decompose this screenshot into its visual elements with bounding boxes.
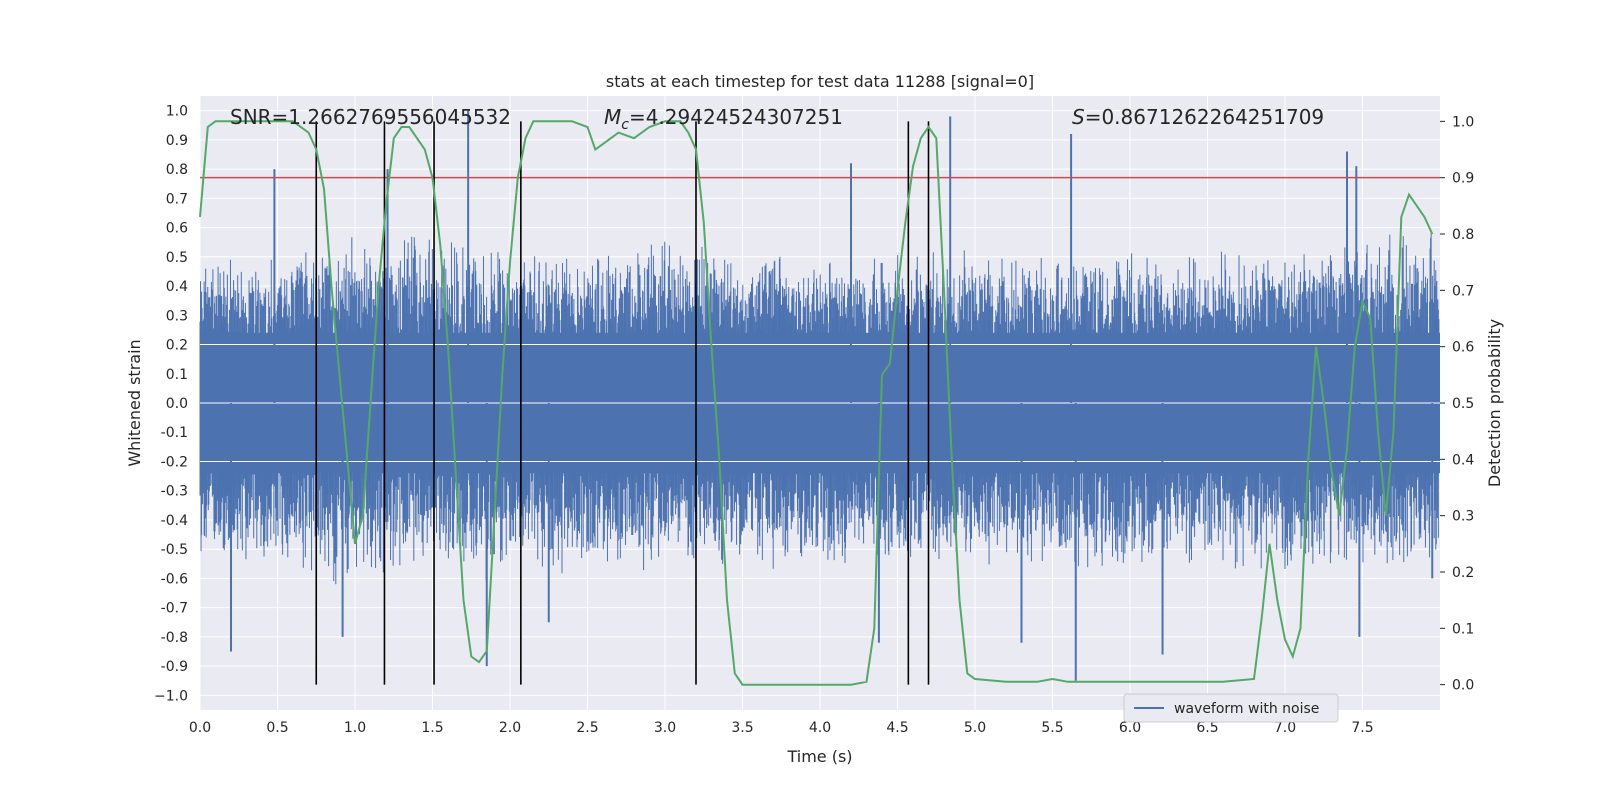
- x-tick-label-1: 0.5: [266, 720, 288, 736]
- y2-tick-label-9: 0.1: [1452, 621, 1474, 637]
- y-tick-label-6: 0.4: [166, 279, 188, 295]
- mc-symbol: M: [604, 105, 621, 129]
- s-value: =0.8671262264251709: [1085, 105, 1324, 129]
- probability-line: [199, 120, 1434, 686]
- y-tick-label-5: 0.5: [166, 250, 188, 266]
- x-tick-label-0: 0.0: [189, 720, 211, 736]
- y2-tick-label-3: 0.7: [1452, 283, 1474, 299]
- y-tick-label-19: -0.9: [161, 659, 188, 675]
- y2-tick-labels: 1.0 0.9 0.8 0.7 0.6 0.5 0.4 0.3 0.2 0.1 0.0: [1440, 114, 1474, 694]
- x-tick-label-10: 5.0: [964, 720, 986, 736]
- x-tick-label-13: 6.5: [1196, 720, 1218, 736]
- y2-tick-label-10: 0.0: [1452, 678, 1474, 694]
- x-tick-label-8: 4.0: [809, 720, 831, 736]
- legend-label-waveform: waveform with noise: [1174, 701, 1319, 717]
- y-tick-label-12: -0.2: [161, 454, 188, 470]
- y2-axis-label: Detection probability: [1485, 319, 1504, 487]
- x-tick-label-14: 7.0: [1274, 720, 1296, 736]
- probability-line-mark: [199, 120, 1434, 686]
- chart-title: stats at each timestep for test data 112…: [606, 72, 1034, 91]
- y2-tick-label-6: 0.4: [1452, 452, 1474, 468]
- x-tick-labels: 0.0 0.5 1.0 1.5 2.0 2.5 3.0 3.5 4.0 4.5 5.0 5.5 6.0 6…: [189, 720, 1374, 736]
- mc-value: =4.29424524307251: [629, 105, 843, 129]
- y2-tick-label-7: 0.3: [1452, 509, 1474, 525]
- x-tick-label-3: 1.5: [421, 720, 443, 736]
- y-tick-label-3: 0.7: [166, 191, 188, 207]
- y-tick-label-7: 0.3: [166, 308, 188, 324]
- snr-annotation: SNR=1.2662769556045532: [230, 105, 511, 129]
- y-tick-label-20: −1.0: [154, 688, 188, 704]
- y-tick-label-15: -0.5: [161, 542, 188, 558]
- x-tick-label-15: 7.5: [1351, 720, 1373, 736]
- y2-tick-label-1: 0.9: [1452, 171, 1474, 187]
- x-tick-label-4: 2.0: [499, 720, 521, 736]
- waveform-spikes: [230, 110, 1434, 681]
- y-tick-labels: 1.0 0.9 0.8 0.7 0.6 0.5 0.4 0.3 0.2 0.1 0.0 -0.1 -0.…: [154, 104, 188, 705]
- x-tick-label-6: 3.0: [654, 720, 676, 736]
- y-tick-label-9: 0.1: [166, 367, 188, 383]
- y-tick-label-8: 0.2: [166, 338, 188, 354]
- legend-box: [1123, 693, 1339, 723]
- y-tick-label-13: -0.3: [161, 484, 188, 500]
- s-annotation: S=0.8671262264251709: [1072, 105, 1324, 129]
- y-tick-label-2: 0.8: [166, 162, 188, 178]
- waveform-noise-band: [199, 231, 1440, 585]
- y-tick-label-16: -0.6: [161, 571, 188, 587]
- y2-tick-label-4: 0.6: [1452, 340, 1474, 356]
- x-tick-label-9: 4.5: [886, 720, 908, 736]
- mc-subscript: c: [621, 117, 629, 133]
- mc-annotation: Mc=4.29424524307251: [604, 105, 843, 133]
- y-tick-label-10: 0.0: [166, 396, 188, 412]
- y-tick-label-14: -0.4: [161, 513, 188, 529]
- x-axis-label: Time (s): [786, 747, 852, 766]
- y-tick-label-1: 0.9: [166, 133, 188, 149]
- x-tick-label-12: 6.0: [1119, 720, 1141, 736]
- x-tick-label-11: 5.5: [1041, 720, 1063, 736]
- y-tick-label-18: -0.8: [161, 630, 188, 646]
- x-tick-label-2: 1.0: [344, 720, 366, 736]
- x-tick-label-5: 2.5: [576, 720, 598, 736]
- y2-tick-label-8: 0.2: [1452, 565, 1474, 581]
- x-tick-label-7: 3.5: [731, 720, 753, 736]
- y2-tick-label-0: 1.0: [1452, 114, 1474, 130]
- y2-tick-label-5: 0.5: [1452, 396, 1474, 412]
- y-tick-label-0: 1.0: [166, 104, 188, 120]
- legend: waveform with noise: [1123, 693, 1339, 723]
- y2-tick-label-2: 0.8: [1452, 227, 1474, 243]
- y-tick-label-11: -0.1: [161, 425, 188, 441]
- s-symbol: S: [1072, 105, 1085, 129]
- y-axis-label: Whitened strain: [125, 339, 144, 466]
- y-tick-label-4: 0.6: [166, 221, 188, 237]
- y-tick-label-17: -0.7: [161, 601, 188, 617]
